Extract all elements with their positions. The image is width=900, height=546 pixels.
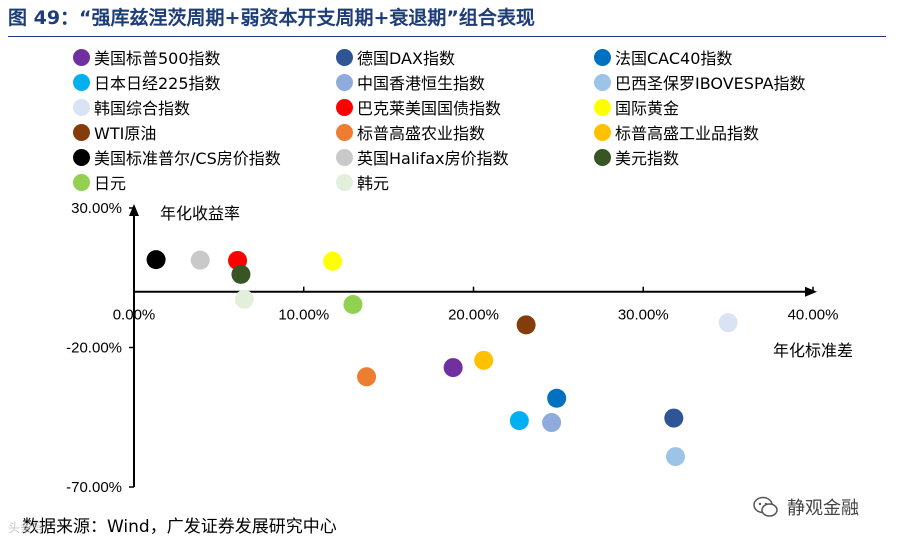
legend-marker [594, 73, 611, 91]
legend-label: 美国标准普尔/CS房价指数 [94, 149, 281, 168]
legend-label: 法国CAC40指数 [615, 49, 733, 68]
legend-item: 韩国综合指数 [73, 96, 190, 118]
watermark: 静观金融 [753, 494, 859, 520]
legend-label: 日元 [94, 174, 127, 193]
legend-marker [594, 148, 611, 166]
data-point [666, 447, 686, 467]
legend-label: 国际黄金 [615, 99, 680, 118]
chart-title: 图 49：“强库兹涅茨周期+弱资本开支周期+衰退期”组合表现 [8, 7, 535, 29]
legend-marker [336, 148, 353, 166]
legend-marker [73, 123, 90, 141]
legend-marker [594, 98, 611, 116]
data-point [542, 413, 562, 433]
data-point [474, 350, 494, 370]
data-point [234, 289, 254, 309]
legend: 美国标普500指数 德国DAX指数 法国CAC40指数日本日经225指数 中国香港恒生… [73, 46, 873, 196]
x-tick-label: 30.00% [618, 307, 669, 324]
data-source-note: 数据来源：Wind，广发证券发展研究中心 [22, 517, 337, 537]
x-tick-label: 40.00% [788, 307, 839, 324]
legend-marker [336, 173, 353, 191]
data-point [516, 315, 536, 335]
legend-item: 中国香港恒生指数 [336, 71, 485, 93]
legend-label: 英国Halifax房价指数 [357, 149, 509, 168]
legend-item: 日本日经225指数 [73, 71, 221, 93]
legend-marker [594, 48, 611, 66]
legend-marker [73, 173, 90, 191]
data-point [231, 264, 251, 284]
x-axis-arrow [805, 286, 817, 297]
legend-marker [336, 98, 353, 116]
legend-item: WTI原油 [73, 121, 156, 143]
legend-marker [73, 48, 90, 66]
legend-label: 德国DAX指数 [357, 49, 455, 68]
legend-label: 巴克莱美国国债指数 [357, 99, 502, 118]
y-tick-label: -70.00% [66, 479, 122, 496]
legend-label: 标普高盛农业指数 [357, 124, 486, 143]
legend-item: 日元 [73, 171, 126, 193]
legend-item: 巴克莱美国国债指数 [336, 96, 501, 118]
legend-item: 国际黄金 [594, 96, 679, 118]
legend-marker [73, 73, 90, 91]
data-point [664, 408, 684, 428]
data-point [357, 367, 377, 387]
y-tick-label: 30.00% [71, 200, 122, 217]
legend-label: 中国香港恒生指数 [357, 74, 486, 93]
legend-item: 标普高盛工业品指数 [594, 121, 759, 143]
legend-item: 美国标准普尔/CS房价指数 [73, 146, 281, 168]
legend-label: 巴西圣保罗IBOVESPA指数 [615, 74, 806, 93]
y-axis-arrow [129, 204, 139, 216]
data-point [547, 388, 567, 408]
legend-marker [594, 123, 611, 141]
data-point [509, 411, 529, 431]
legend-label: 日本日经225指数 [94, 74, 221, 93]
legend-label: 韩国综合指数 [94, 99, 191, 118]
legend-item: 法国CAC40指数 [594, 46, 732, 68]
legend-label: WTI原油 [94, 124, 157, 143]
x-tick-label: 20.00% [448, 307, 499, 324]
title-divider [8, 36, 886, 37]
legend-item: 德国DAX指数 [336, 46, 455, 68]
data-point [190, 250, 210, 270]
legend-label: 美元指数 [615, 149, 680, 168]
data-point [323, 251, 343, 271]
x-axis-title: 年化标准差 [773, 341, 853, 360]
legend-label: 美国标普500指数 [94, 49, 221, 68]
legend-item: 美元指数 [594, 146, 679, 168]
data-point [443, 358, 463, 378]
legend-marker [336, 48, 353, 66]
watermark-small: 头条号 [8, 521, 45, 535]
watermark-text: 静观金融 [787, 498, 859, 519]
data-point [718, 313, 738, 333]
legend-item: 巴西圣保罗IBOVESPA指数 [594, 71, 806, 93]
legend-item: 韩元 [336, 171, 389, 193]
legend-item: 英国Halifax房价指数 [336, 146, 509, 168]
wechat-icon [753, 496, 778, 517]
legend-item: 标普高盛农业指数 [336, 121, 485, 143]
y-axis-title: 年化收益率 [160, 204, 240, 223]
x-tick-label: 10.00% [278, 307, 329, 324]
legend-marker [336, 73, 353, 91]
legend-label: 韩元 [357, 174, 390, 193]
data-point [343, 295, 363, 315]
legend-marker [73, 148, 90, 166]
data-point [146, 250, 166, 270]
y-tick-label: -20.00% [66, 340, 122, 357]
x-tick-label: 0.00% [113, 307, 156, 324]
legend-marker [73, 98, 90, 116]
legend-item: 美国标普500指数 [73, 46, 221, 68]
legend-label: 标普高盛工业品指数 [615, 124, 760, 143]
legend-marker [336, 123, 353, 141]
